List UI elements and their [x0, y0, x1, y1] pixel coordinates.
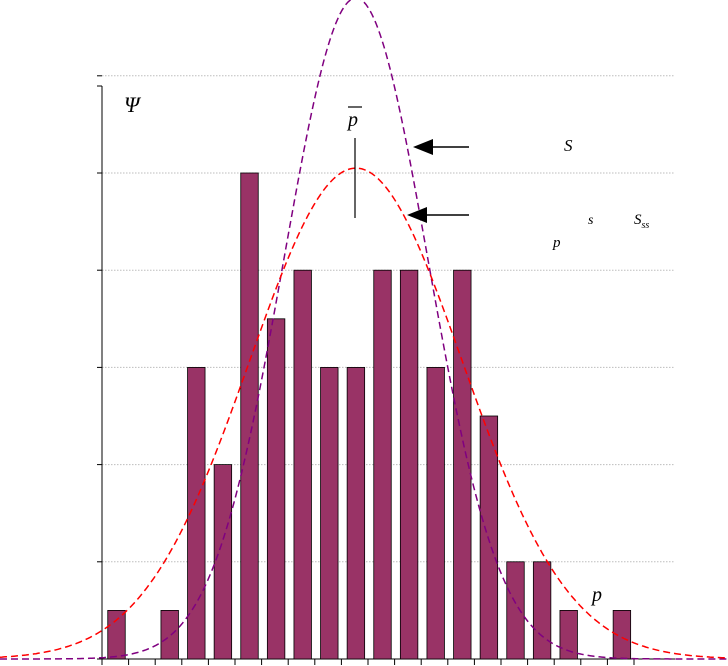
bar: [373, 269, 392, 660]
label-s: s: [588, 213, 594, 228]
bar: [399, 269, 419, 660]
bar: [293, 269, 312, 660]
bar: [532, 561, 552, 660]
bar: [160, 610, 179, 660]
bar: [559, 610, 578, 660]
bar: [479, 415, 499, 660]
bar: [107, 610, 126, 660]
bar: [506, 561, 525, 660]
bars: [107, 172, 632, 660]
arrow-upper-head: [413, 139, 433, 155]
bar: [320, 366, 339, 660]
y-axis-symbol: Ψ: [124, 92, 142, 117]
label-S-ss: Sss: [634, 212, 649, 231]
bar: [187, 366, 206, 660]
normal-curve: [0, 167, 728, 659]
bar: [266, 318, 286, 660]
label-S: S: [564, 136, 573, 155]
bar: [453, 269, 472, 660]
bar: [213, 464, 233, 660]
label-p: p: [552, 235, 561, 251]
mean-marker: p: [346, 106, 362, 218]
label-p-axis: p: [590, 584, 602, 606]
arrow-lower-head: [407, 207, 427, 223]
bar: [426, 366, 445, 660]
mean-symbol: p: [346, 109, 358, 131]
bar: [346, 366, 366, 660]
arrows: [407, 139, 469, 223]
bar: [240, 172, 259, 660]
